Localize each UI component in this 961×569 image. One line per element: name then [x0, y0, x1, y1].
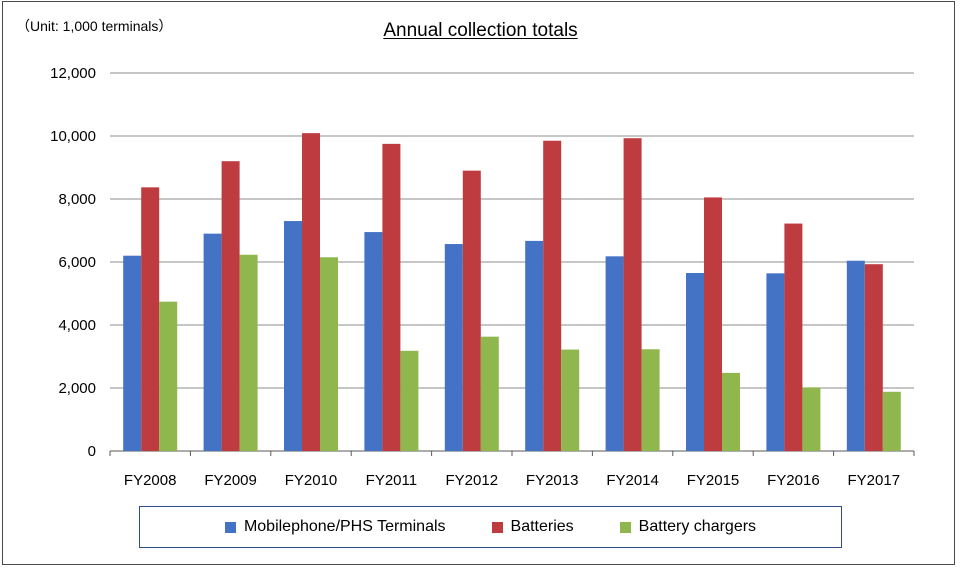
bar-batteries-fy2014	[623, 138, 642, 451]
bar-battery-chargers-fy2016	[802, 387, 821, 451]
bar-battery-chargers-fy2010	[320, 257, 338, 451]
bar-battery-chargers-fy2008	[159, 301, 178, 451]
x-tick-label: FY2013	[526, 472, 579, 489]
bar-mobilephone-phs-terminals-fy2016	[766, 273, 785, 451]
legend-label-mobilephone: Mobilephone/PHS Terminals	[243, 518, 446, 535]
chart-title: Annual collection totals	[0, 20, 961, 42]
legend-label-chargers: Battery chargers	[638, 518, 757, 535]
bar-mobilephone-phs-terminals-fy2013	[525, 240, 544, 451]
y-tick-label: 6,000	[58, 254, 96, 271]
bar-batteries-fy2017	[864, 264, 883, 451]
x-tick-label: FY2017	[848, 472, 901, 489]
bar-battery-chargers-fy2014	[641, 349, 660, 451]
y-tick-label: 12,000	[50, 65, 96, 82]
bar-batteries-fy2016	[784, 223, 803, 451]
y-tick-label: 4,000	[58, 317, 96, 334]
legend-swatch-chargers	[619, 521, 631, 533]
x-tick-label: FY2008	[124, 472, 177, 489]
bar-mobilephone-phs-terminals-fy2008	[123, 255, 142, 451]
legend-label-batteries: Batteries	[510, 518, 574, 535]
bar-mobilephone-phs-terminals-fy2017	[846, 260, 865, 451]
bar-mobilephone-phs-terminals-fy2012	[444, 244, 463, 451]
x-tick-label: FY2016	[767, 472, 820, 489]
bar-batteries-fy2011	[382, 143, 401, 451]
bar-mobilephone-phs-terminals-fy2014	[605, 256, 624, 451]
bar-mobilephone-phs-terminals-fy2009	[203, 233, 222, 451]
legend: Mobilephone/PHS Terminals Batteries Batt…	[139, 506, 842, 548]
legend-swatch-batteries	[491, 521, 503, 533]
bar-mobilephone-phs-terminals-fy2015	[686, 273, 704, 451]
bar-batteries-fy2013	[543, 140, 562, 451]
legend-swatch-mobilephone	[224, 521, 236, 533]
bar-batteries-fy2010	[302, 133, 320, 452]
legend-item-batteries: Batteries	[491, 518, 574, 536]
y-tick-label: 8,000	[58, 191, 96, 208]
bar-battery-chargers-fy2011	[400, 350, 419, 451]
unit-note: （Unit: 1,000 terminals）	[16, 18, 173, 34]
bar-mobilephone-phs-terminals-fy2010	[284, 221, 302, 451]
y-tick-label: 10,000	[50, 128, 96, 145]
bar-batteries-fy2015	[704, 197, 722, 451]
x-tick-label: FY2009	[204, 472, 257, 489]
bar-battery-chargers-fy2015	[722, 372, 740, 451]
x-tick-label: FY2011	[366, 472, 417, 489]
bar-batteries-fy2012	[462, 170, 481, 451]
bar-batteries-fy2008	[141, 187, 160, 451]
y-tick-label: 0	[88, 443, 96, 460]
bar-battery-chargers-fy2013	[561, 349, 580, 451]
bar-batteries-fy2009	[221, 161, 240, 451]
x-tick-label: FY2010	[285, 472, 338, 489]
x-tick-label: FY2012	[446, 472, 499, 489]
chart-title-text: Annual collection totals	[383, 20, 578, 41]
legend-item-chargers: Battery chargers	[619, 518, 757, 536]
legend-item-mobilephone: Mobilephone/PHS Terminals	[224, 518, 446, 536]
x-tick-label: FY2014	[606, 472, 659, 489]
bar-battery-chargers-fy2012	[480, 336, 499, 451]
bar-battery-chargers-fy2009	[239, 254, 258, 451]
y-tick-label: 2,000	[58, 380, 96, 397]
x-tick-label: FY2015	[687, 472, 740, 489]
bar-mobilephone-phs-terminals-fy2011	[364, 232, 383, 451]
bar-battery-chargers-fy2017	[882, 391, 901, 451]
